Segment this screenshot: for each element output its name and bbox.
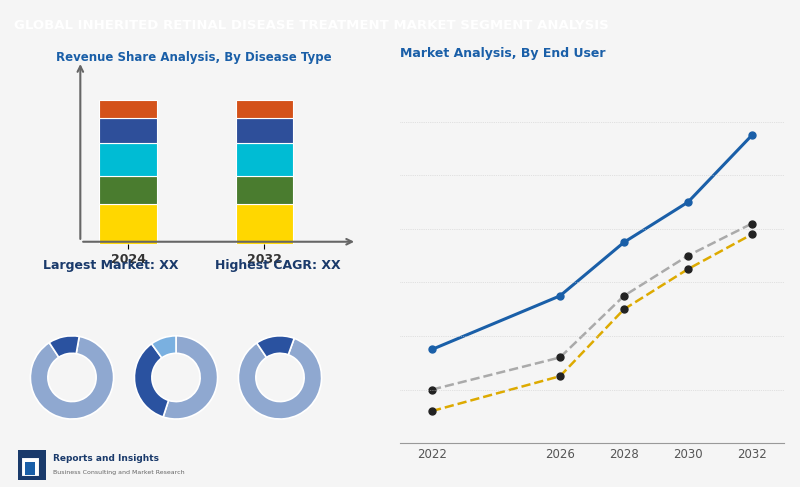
Bar — [235, 118, 294, 143]
Wedge shape — [163, 336, 218, 419]
Bar — [99, 204, 158, 244]
Bar — [99, 118, 158, 143]
Text: Market Analysis, By End User: Market Analysis, By End User — [400, 47, 606, 60]
Bar — [18, 450, 46, 480]
Wedge shape — [30, 337, 114, 419]
Wedge shape — [238, 338, 322, 419]
Bar — [99, 143, 158, 176]
Wedge shape — [257, 336, 294, 357]
Wedge shape — [50, 336, 79, 357]
Bar — [235, 100, 294, 118]
Bar — [21, 457, 38, 476]
Bar — [235, 143, 294, 176]
Bar — [25, 462, 35, 475]
Text: GLOBAL INHERITED RETINAL DISEASE TREATMENT MARKET SEGMENT ANALYSIS: GLOBAL INHERITED RETINAL DISEASE TREATME… — [14, 19, 609, 32]
Text: Largest Market: XX: Largest Market: XX — [42, 259, 178, 272]
Text: Business Consulting and Market Research: Business Consulting and Market Research — [53, 470, 185, 475]
Bar — [235, 176, 294, 204]
Bar — [99, 100, 158, 118]
Wedge shape — [134, 344, 169, 417]
Bar — [99, 176, 158, 204]
Text: Revenue Share Analysis, By Disease Type: Revenue Share Analysis, By Disease Type — [56, 51, 332, 64]
Text: Reports and Insights: Reports and Insights — [53, 454, 158, 464]
Text: Highest CAGR: XX: Highest CAGR: XX — [215, 259, 341, 272]
Wedge shape — [151, 336, 176, 358]
Bar — [235, 204, 294, 244]
